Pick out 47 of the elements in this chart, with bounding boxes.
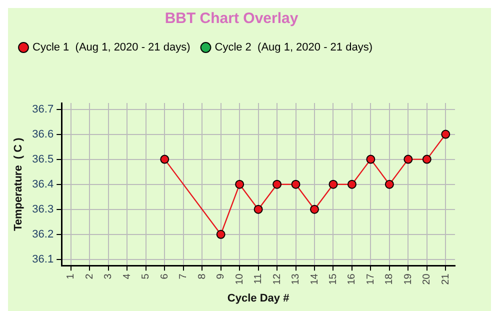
x-tick-label: 16 xyxy=(346,273,358,285)
x-tick-label: 1 xyxy=(66,273,77,280)
legend-label: Cycle 1 (Aug 1, 2020 - 21 days) xyxy=(32,42,190,54)
y-tick-label: 36.3 xyxy=(32,203,54,216)
y-tick-label: 36.1 xyxy=(32,253,54,266)
y-tick-label: 36.6 xyxy=(32,128,54,140)
point xyxy=(272,180,282,189)
point xyxy=(328,180,338,189)
point xyxy=(160,154,170,164)
point xyxy=(366,154,376,164)
x-tick-label: 20 xyxy=(422,273,433,285)
y-axis-title: Temperature ( C ) xyxy=(12,137,25,231)
x-tick-label: 17 xyxy=(365,273,376,285)
x-tick-label: 13 xyxy=(290,273,302,285)
x-tick-label: 18 xyxy=(384,273,396,285)
y-tick-label: 36.7 xyxy=(32,103,54,116)
x-tick-label: 15 xyxy=(328,273,339,285)
x-tick-label: 9 xyxy=(216,273,227,280)
y-tick-label: 36.2 xyxy=(32,228,54,240)
point xyxy=(235,180,244,189)
x-axis-title: Cycle Day # xyxy=(227,292,290,304)
point xyxy=(422,154,432,164)
y-tick-label: 36.4 xyxy=(32,178,54,190)
x-tick-label: 21 xyxy=(440,273,452,285)
point xyxy=(310,204,320,214)
point xyxy=(384,180,394,189)
point xyxy=(404,154,413,164)
x-tick-label: 3 xyxy=(103,273,114,280)
point xyxy=(441,130,450,139)
point xyxy=(216,230,226,239)
x-tick-label: 12 xyxy=(272,273,283,285)
point xyxy=(347,180,356,189)
x-tick-label: 10 xyxy=(234,273,246,285)
x-tick-label: 8 xyxy=(196,273,208,280)
legend-label: Cycle 2 (Aug 1, 2020 - 21 days) xyxy=(214,42,372,54)
x-tick-label: 5 xyxy=(140,273,152,280)
x-tick-label: 7 xyxy=(178,273,190,280)
x-tick-label: 14 xyxy=(309,273,320,285)
chart-title: BBT Chart Overlay xyxy=(164,10,299,28)
x-tick-label: 6 xyxy=(159,273,170,280)
y-tick-label: 36.5 xyxy=(32,153,54,166)
x-tick-label: 11 xyxy=(253,273,264,284)
x-tick-label: 2 xyxy=(84,273,96,280)
x-tick-label: 4 xyxy=(122,273,133,280)
point xyxy=(254,204,263,214)
x-tick-label: 19 xyxy=(402,273,414,285)
point xyxy=(291,180,300,189)
